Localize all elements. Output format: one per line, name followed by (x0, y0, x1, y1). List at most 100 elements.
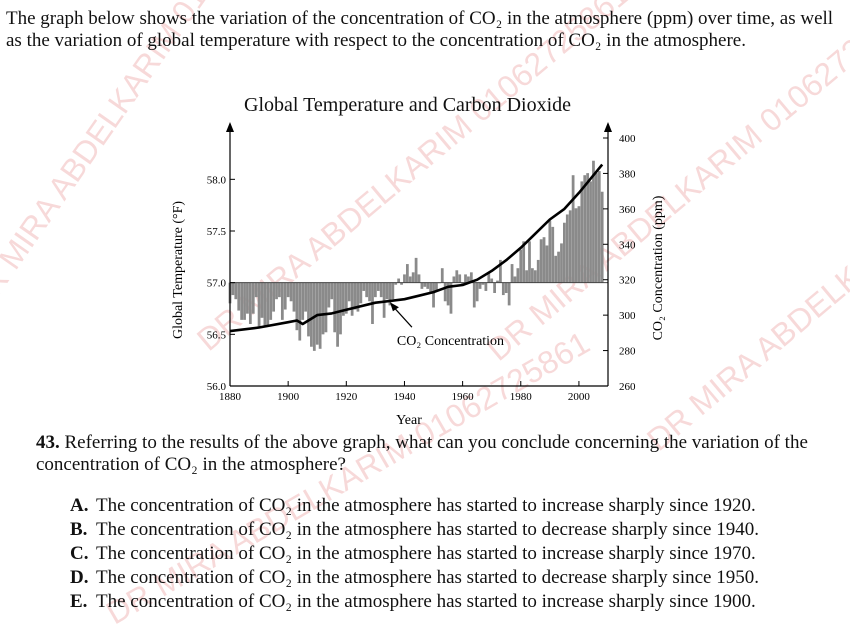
option-text: The concentration of CO₂ in the atmosphe… (96, 591, 756, 612)
temperature-bar (548, 220, 552, 283)
temperature-bar (278, 282, 281, 298)
y2-tick-label: 340 (619, 239, 636, 251)
temperature-bar (493, 282, 496, 293)
y2-tick-label: 380 (619, 168, 636, 180)
temperature-bar (310, 282, 313, 347)
temperature-bar (231, 282, 235, 296)
x-tick-label: 1980 (510, 391, 533, 403)
temperature-co2-chart: 1880 1900 1920 1940 1960 1980 2000 56.0 56.5 57.0… (171, 122, 666, 428)
option-d[interactable]: D. The concentration of CO₂ in the atmosp… (70, 566, 840, 590)
temperature-bar (304, 282, 307, 312)
temperature-bar (353, 282, 357, 310)
temperature-bar (467, 276, 470, 283)
temperature-bar (237, 282, 241, 311)
temperature-bar (251, 282, 255, 314)
temperature-bar (405, 264, 409, 283)
temperature-bar (443, 282, 447, 302)
temperature-bar (362, 282, 366, 291)
temperature-bar (507, 282, 511, 306)
temperature-bar (452, 276, 456, 283)
temperature-bar (257, 282, 261, 329)
temperature-bar (478, 282, 482, 289)
x-tick-label: 1940 (393, 391, 416, 403)
y-tick-label: 56.0 (207, 381, 227, 393)
question-text: Referring to the results of the above gr… (36, 432, 808, 475)
temperature-bar (594, 173, 598, 283)
temperature-bar (496, 280, 499, 283)
temperature-bar (397, 278, 401, 283)
option-letter: E. (70, 591, 88, 612)
y-tick-label: 58.0 (207, 174, 227, 186)
temperature-bar (597, 171, 601, 283)
temperature-bar (435, 282, 438, 291)
temperature-bar (286, 282, 290, 298)
temperature-bar (499, 259, 502, 283)
co2-line (229, 163, 604, 333)
temperature-bar (487, 272, 491, 283)
temperature-bar (557, 251, 560, 283)
option-text: The concentration of CO₂ in the atmosphe… (96, 543, 756, 564)
temperature-bar (522, 241, 526, 283)
option-c[interactable]: C. The concentration of CO₂ in the atmosp… (70, 542, 840, 566)
temperature-bar (292, 282, 296, 312)
temperature-bar (324, 282, 328, 333)
y-axis-label: Global Temperature (°F) (171, 201, 186, 339)
temperature-bar (580, 181, 584, 283)
option-letter: B. (70, 519, 88, 540)
temperature-bar (275, 282, 278, 300)
temperature-bar (423, 282, 427, 287)
temperature-bar (568, 210, 572, 283)
option-text: The concentration of CO₂ in the atmosphe… (96, 519, 759, 540)
temperature-bar (336, 282, 339, 347)
temperature-bar (446, 282, 450, 306)
temperature-bar (368, 282, 371, 302)
y2-tick-label: 260 (619, 381, 636, 393)
annotation-arrowhead (389, 302, 399, 312)
temperature-bar (583, 175, 587, 283)
temperature-bar (551, 226, 555, 283)
left-axis-arrow (226, 122, 234, 132)
question-number: 43. (36, 432, 60, 453)
temperature-bar (571, 175, 575, 283)
option-letter: C. (70, 543, 89, 564)
x-tick-label: 2000 (568, 391, 591, 403)
temperature-bar (339, 282, 342, 335)
option-letter: A. (70, 495, 89, 516)
temperature-bar (536, 259, 540, 283)
temperature-bar (565, 214, 569, 283)
option-a[interactable]: A. The concentration of CO₂ in the atmosp… (70, 494, 840, 518)
temperature-bar (266, 282, 270, 327)
temperature-bar (417, 274, 421, 283)
temperature-bar (464, 274, 467, 283)
x-tick-label: 1920 (335, 391, 358, 403)
option-text: The concentration of CO₂ in the atmosphe… (96, 495, 756, 516)
temperature-bar (240, 282, 244, 320)
temperature-bar (234, 282, 238, 300)
temperature-bar (469, 272, 473, 283)
x-axis-label: Year (396, 413, 422, 428)
temperature-bar (560, 243, 563, 283)
temperature-bar (504, 282, 508, 293)
temperature-bar (254, 282, 258, 298)
y2-tick-label: 320 (619, 275, 636, 287)
chart-title: Global Temperature and Carbon Dioxide (244, 94, 572, 116)
temperature-bar (542, 237, 546, 283)
option-b[interactable]: B. The concentration of CO₂ in the atmosp… (70, 518, 840, 542)
option-e[interactable]: E. The concentration of CO₂ in the atmosp… (70, 590, 840, 614)
question-43: 43. Referring to the results of the abov… (36, 432, 836, 476)
temperature-bar (516, 268, 520, 283)
temperature-bar (408, 276, 412, 283)
temperature-bar (513, 276, 517, 283)
temperature-bar (388, 282, 392, 306)
y2-axis-label: CO₂ Concentration (ppm) (651, 195, 666, 340)
temperature-bar (455, 270, 459, 283)
temperature-bar (376, 282, 380, 291)
temperature-bar (449, 282, 453, 314)
temperature-bar (475, 282, 479, 302)
temperature-bar (283, 282, 287, 310)
y-tick-label: 57.0 (207, 278, 227, 290)
temperature-bar (586, 173, 590, 283)
temperature-bar (545, 245, 549, 283)
y2-tick-label: 280 (619, 346, 636, 358)
temperature-bar (600, 191, 604, 283)
